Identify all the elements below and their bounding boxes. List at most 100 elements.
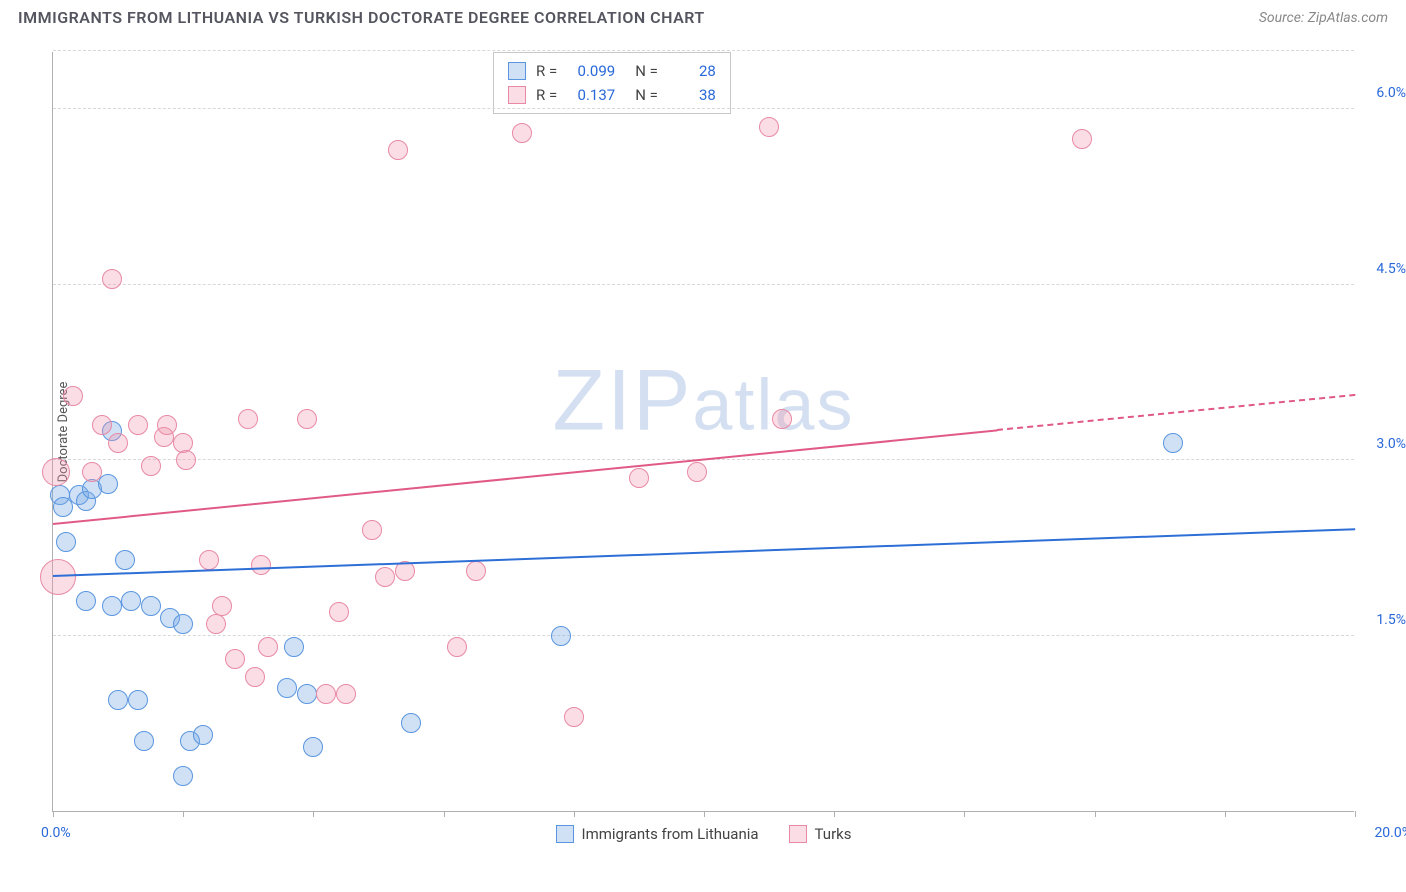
legend-r-label: R = [536, 59, 557, 83]
series-legend: Immigrants from Lithuania Turks [555, 825, 851, 843]
legend-n-value-0: 28 [668, 59, 716, 83]
legend-n-value-1: 38 [668, 83, 716, 107]
data-point [115, 550, 135, 570]
data-point [92, 415, 112, 435]
data-point [63, 386, 83, 406]
xtick [444, 811, 445, 817]
legend-item-turks: Turks [789, 825, 852, 843]
data-point [141, 456, 161, 476]
data-point [251, 555, 271, 575]
xtick [574, 811, 575, 817]
legend-n-label: N = [635, 83, 658, 107]
chart-title: IMMIGRANTS FROM LITHUANIA VS TURKISH DOC… [18, 8, 705, 27]
series-name-0: Immigrants from Lithuania [581, 825, 758, 843]
data-point [206, 614, 226, 634]
data-point [687, 462, 707, 482]
legend-item-lithuania: Immigrants from Lithuania [555, 825, 758, 843]
data-point [238, 409, 258, 429]
data-point [772, 409, 792, 429]
data-point [56, 532, 76, 552]
legend-r-label: R = [536, 83, 557, 107]
data-point [157, 415, 177, 435]
trend-line-extrapolated [997, 394, 1355, 431]
data-point [375, 567, 395, 587]
swatch-lithuania [508, 62, 526, 80]
xaxis-min-label: 0.0% [41, 825, 71, 841]
legend-r-value-1: 0.137 [567, 83, 615, 107]
data-point [1072, 129, 1092, 149]
legend-row-turks: R = 0.137 N = 38 [508, 83, 716, 107]
data-point [466, 561, 486, 581]
xtick [53, 811, 54, 817]
data-point [128, 415, 148, 435]
xtick [313, 811, 314, 817]
data-point [42, 458, 70, 486]
data-point [284, 637, 304, 657]
data-point [329, 602, 349, 622]
data-point [564, 707, 584, 727]
data-point [303, 737, 323, 757]
scatter-chart: Doctorate Degree ZIPatlas 0.0% 20.0% R =… [52, 52, 1354, 812]
data-point [141, 596, 161, 616]
data-point [277, 678, 297, 698]
data-point [128, 690, 148, 710]
data-point [102, 269, 122, 289]
ytick-label: 1.5% [1360, 612, 1406, 628]
data-point [121, 591, 141, 611]
data-point [759, 117, 779, 137]
data-point [176, 450, 196, 470]
legend-row-lithuania: R = 0.099 N = 28 [508, 59, 716, 83]
xtick [1095, 811, 1096, 817]
ytick-label: 4.5% [1360, 261, 1406, 277]
data-point [629, 468, 649, 488]
xaxis-max-label: 20.0% [1374, 825, 1406, 841]
xtick [834, 811, 835, 817]
data-point [362, 520, 382, 540]
data-point [102, 596, 122, 616]
data-point [82, 462, 102, 482]
data-point [173, 614, 193, 634]
data-point [245, 667, 265, 687]
data-point [297, 409, 317, 429]
data-point [212, 596, 232, 616]
data-point [401, 713, 421, 733]
data-point [76, 591, 96, 611]
legend-r-value-0: 0.099 [567, 59, 615, 83]
ytick-label: 3.0% [1360, 436, 1406, 452]
source-attribution: Source: ZipAtlas.com [1259, 10, 1388, 26]
data-point [336, 684, 356, 704]
data-point [512, 123, 532, 143]
data-point [1163, 433, 1183, 453]
data-point [551, 626, 571, 646]
data-point [258, 637, 278, 657]
data-point [388, 140, 408, 160]
data-point [40, 559, 76, 595]
correlation-legend: R = 0.099 N = 28 R = 0.137 N = 38 [493, 52, 731, 114]
chart-header: IMMIGRANTS FROM LITHUANIA VS TURKISH DOC… [0, 0, 1406, 31]
data-point [98, 474, 118, 494]
data-point [193, 725, 213, 745]
xtick [704, 811, 705, 817]
trend-line [53, 429, 997, 525]
series-name-1: Turks [815, 825, 852, 843]
xtick [1355, 811, 1356, 817]
swatch-turks [789, 825, 807, 843]
xtick [183, 811, 184, 817]
data-point [297, 684, 317, 704]
ytick-label: 6.0% [1360, 85, 1406, 101]
xtick [1225, 811, 1226, 817]
data-point [316, 684, 336, 704]
legend-n-label: N = [635, 59, 658, 83]
data-point [108, 690, 128, 710]
data-point [108, 433, 128, 453]
data-point [447, 637, 467, 657]
xtick [964, 811, 965, 817]
data-point [134, 731, 154, 751]
swatch-turks [508, 86, 526, 104]
data-point [173, 766, 193, 786]
data-point [225, 649, 245, 669]
gridline [53, 284, 1354, 285]
data-point [199, 550, 219, 570]
swatch-lithuania [555, 825, 573, 843]
watermark-text: ZIPatlas [553, 352, 855, 451]
